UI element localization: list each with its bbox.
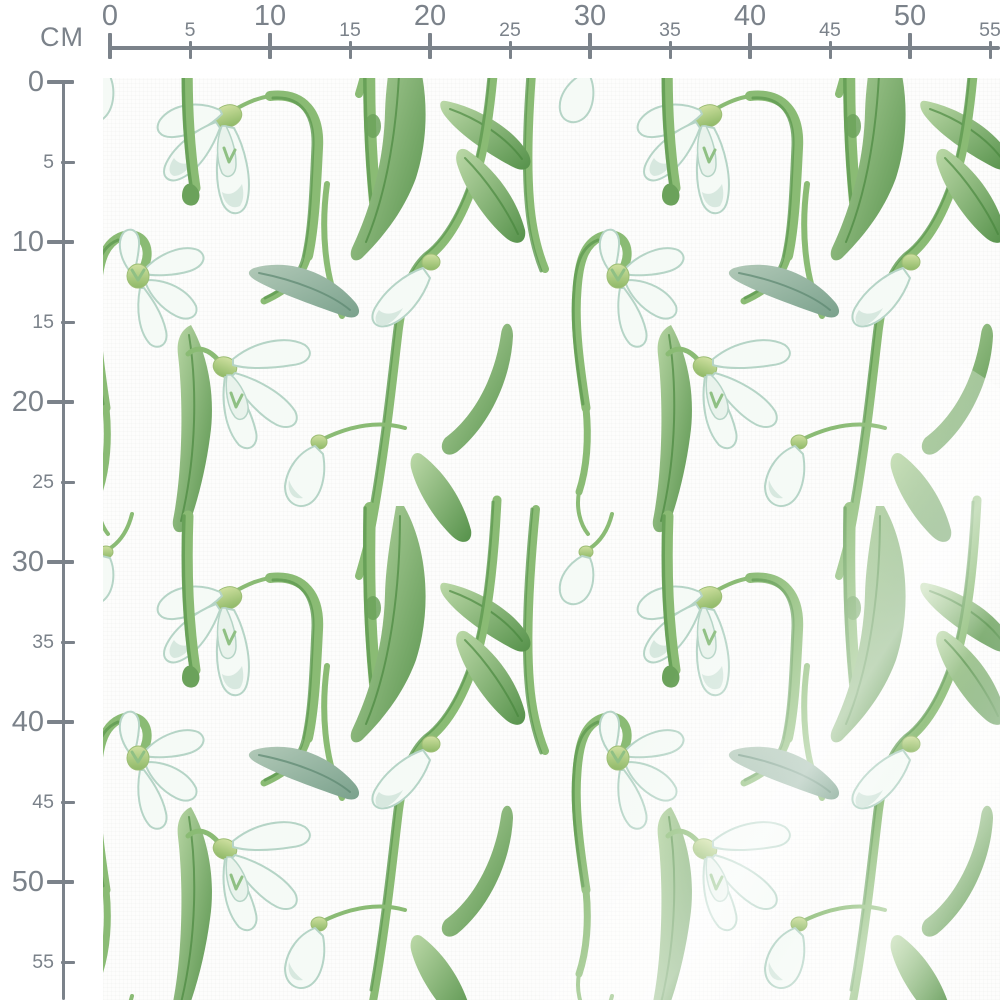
vertical-ruler-tick-label: 25 bbox=[0, 472, 54, 492]
vertical-ruler-tick-label: 35 bbox=[0, 632, 54, 652]
vertical-ruler-tick bbox=[61, 481, 75, 484]
horizontal-ruler-tick bbox=[588, 33, 592, 59]
horizontal-ruler-tick bbox=[669, 41, 672, 59]
vertical-ruler-tick bbox=[61, 961, 75, 964]
ruler-unit-label: CM bbox=[40, 22, 84, 53]
snowdrop-pattern-svg bbox=[103, 78, 1000, 1000]
vertical-ruler-tick bbox=[61, 641, 75, 644]
horizontal-ruler-tick-label: 20 bbox=[414, 1, 446, 31]
horizontal-ruler-tick-label: 30 bbox=[574, 1, 606, 31]
horizontal-ruler-tick bbox=[748, 33, 752, 59]
vertical-ruler-line bbox=[62, 80, 66, 1000]
vertical-ruler-tick-label: 5 bbox=[0, 152, 54, 172]
corner-hanging-bud bbox=[103, 514, 132, 604]
horizontal-ruler-tick bbox=[989, 41, 992, 59]
vertical-ruler-tick-label: 50 bbox=[0, 867, 44, 897]
vertical-ruler-tick bbox=[61, 321, 75, 324]
stalk-with-wide-leaf bbox=[831, 78, 906, 260]
vertical-ruler-tick bbox=[47, 400, 74, 404]
vertical-ruler-tick-label: 45 bbox=[0, 792, 54, 812]
vertical-ruler-tick-label: 10 bbox=[0, 227, 44, 257]
horizontal-ruler-tick bbox=[189, 41, 192, 59]
vertical-ruler-tick-label: 0 bbox=[0, 67, 44, 97]
horizontal-ruler-tick-label: 25 bbox=[499, 20, 521, 40]
fabric-pattern-preview bbox=[103, 78, 1000, 1000]
corner-hanging-bud bbox=[103, 78, 132, 122]
vertical-ruler-tick bbox=[47, 80, 74, 84]
vertical-ruler-tick-label: 15 bbox=[0, 312, 54, 332]
horizontal-ruler-tick-label: 10 bbox=[254, 1, 286, 31]
horizontal-ruler-tick bbox=[428, 33, 432, 59]
horizontal-ruler-tick bbox=[108, 33, 112, 59]
vertical-ruler-tick bbox=[47, 720, 74, 724]
vertical-ruler-tick bbox=[47, 240, 74, 244]
horizontal-ruler-tick-label: 0 bbox=[102, 1, 118, 31]
horizontal-ruler-tick-label: 40 bbox=[734, 1, 766, 31]
corner-hanging-bud bbox=[560, 996, 612, 1000]
horizontal-ruler-tick-label: 55 bbox=[979, 20, 1000, 40]
stalk-with-wide-leaf bbox=[351, 506, 426, 742]
horizontal-ruler-tick bbox=[908, 33, 912, 59]
vertical-ruler-tick bbox=[47, 560, 74, 564]
vertical-ruler-tick bbox=[47, 880, 74, 884]
corner-hanging-bud bbox=[103, 996, 132, 1000]
horizontal-ruler-tick bbox=[829, 41, 832, 59]
vertical-ruler-tick bbox=[61, 801, 75, 804]
horizontal-ruler-tick-label: 45 bbox=[819, 20, 841, 40]
stalk-with-wide-leaf bbox=[351, 78, 426, 260]
vertical-ruler-tick-label: 55 bbox=[0, 952, 54, 972]
horizontal-ruler-tick-label: 50 bbox=[894, 1, 926, 31]
vertical-ruler-tick-label: 30 bbox=[0, 547, 44, 577]
horizontal-ruler-tick bbox=[509, 41, 512, 59]
horizontal-ruler-tick-label: 35 bbox=[659, 20, 681, 40]
stalk-with-wide-leaf bbox=[831, 506, 906, 742]
vertical-ruler-tick bbox=[61, 161, 75, 164]
horizontal-ruler-line bbox=[108, 46, 1000, 50]
horizontal-ruler-tick bbox=[268, 33, 272, 59]
fabric-ruler-preview: CM 0 5 10 15 20 25 30 35 40 45 50 55 0 5 10 15 20 25 30 35… bbox=[0, 0, 1000, 1000]
corner-hanging-bud bbox=[560, 78, 612, 122]
horizontal-ruler-tick-label: 5 bbox=[185, 20, 196, 40]
horizontal-ruler-tick-label: 15 bbox=[339, 20, 361, 40]
horizontal-ruler-tick bbox=[349, 41, 352, 59]
vertical-ruler-tick-label: 40 bbox=[0, 707, 44, 737]
vertical-ruler-tick-label: 20 bbox=[0, 387, 44, 417]
